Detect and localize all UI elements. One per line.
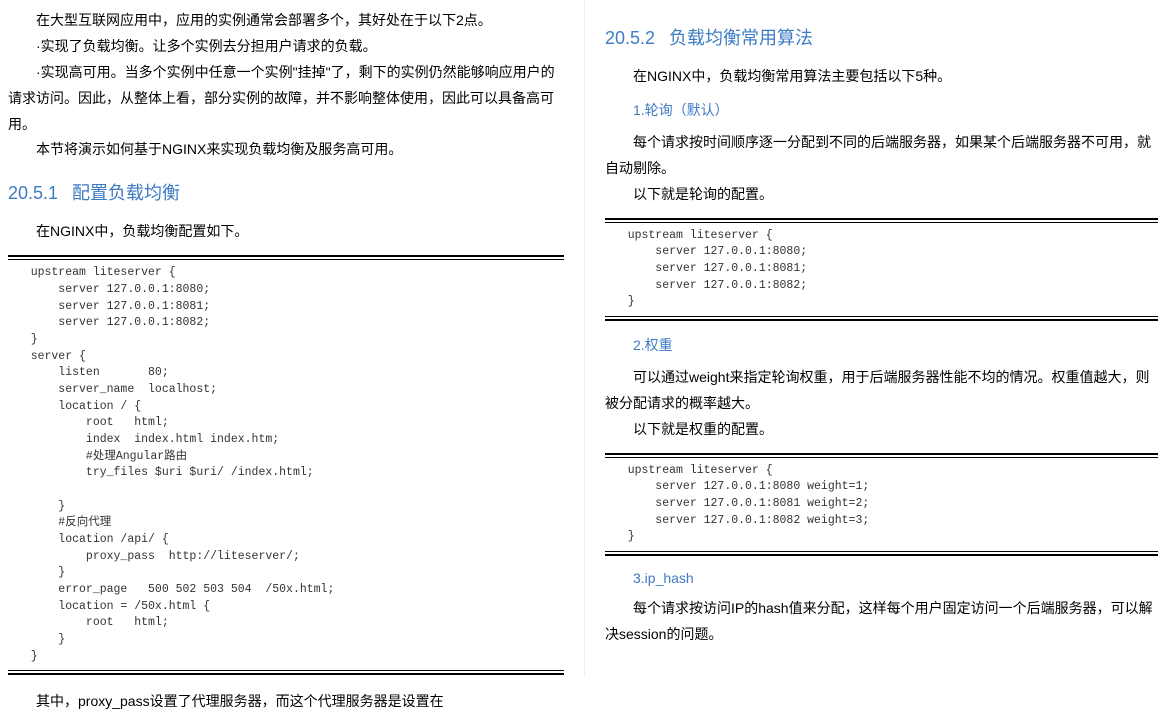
roundrobin-config-intro: 以下就是轮询的配置。 [605, 182, 1158, 208]
section-title: 负载均衡常用算法 [669, 28, 813, 48]
code-block-roundrobin: upstream liteserver { server 127.0.0.1:8… [605, 218, 1158, 321]
section-number: 20.5.2 [605, 28, 655, 48]
algo-intro: 在NGINX中，负载均衡常用算法主要包括以下5种。 [605, 64, 1158, 90]
proxy-pass-desc: 其中，proxy_pass设置了代理服务器，而这个代理服务器是设置在 [8, 689, 564, 715]
bullet-2: ·实现高可用。当多个实例中任意一个实例"挂掉"了，剩下的实例仍然能够响应用户的请… [8, 60, 564, 138]
code-block-nginx-config: upstream liteserver { server 127.0.0.1:8… [8, 255, 564, 675]
section-number: 20.5.1 [8, 183, 58, 203]
page-right: 20.5.2 负载均衡常用算法 在NGINX中，负载均衡常用算法主要包括以下5种。… [584, 0, 1168, 676]
page-left: 在大型互联网应用中，应用的实例通常会部署多个，其好处在于以下2点。 ·实现了负载… [0, 0, 584, 676]
subheading-iphash: 3.ip_hash [633, 570, 1158, 586]
intro-paragraph: 在大型互联网应用中，应用的实例通常会部署多个，其好处在于以下2点。 [8, 8, 564, 34]
weight-config-intro: 以下就是权重的配置。 [605, 417, 1158, 443]
section-title: 配置负载均衡 [72, 183, 180, 203]
subheading-roundrobin: 1.轮询（默认） [633, 100, 1158, 120]
weight-desc: 可以通过weight来指定轮询权重，用于后端服务器性能不均的情况。权重值越大，则… [605, 365, 1158, 417]
iphash-desc: 每个请求按访问IP的hash值来分配，这样每个用户固定访问一个后端服务器，可以解… [605, 596, 1158, 648]
section-heading-20-5-1: 20.5.1 配置负载均衡 [8, 179, 564, 205]
config-intro: 在NGINX中，负载均衡配置如下。 [8, 219, 564, 245]
subheading-weight: 2.权重 [633, 335, 1158, 355]
bullet-1: ·实现了负载均衡。让多个实例去分担用户请求的负载。 [8, 34, 564, 60]
after-bullets: 本节将演示如何基于NGINX来实现负载均衡及服务高可用。 [8, 137, 564, 163]
section-heading-20-5-2: 20.5.2 负载均衡常用算法 [605, 24, 1158, 50]
roundrobin-desc: 每个请求按时间顺序逐一分配到不同的后端服务器，如果某个后端服务器不可用，就自动剔… [605, 130, 1158, 182]
code-block-weight: upstream liteserver { server 127.0.0.1:8… [605, 453, 1158, 556]
